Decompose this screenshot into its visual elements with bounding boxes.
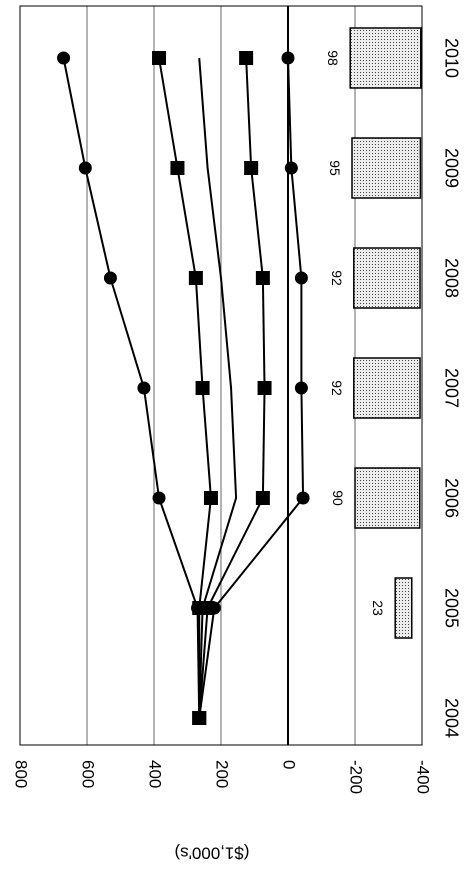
bar (351, 137, 422, 199)
y-tick-label: -200 (347, 760, 366, 794)
y-tick-label: -400 (414, 760, 433, 794)
circle-marker (78, 161, 92, 175)
category-label: 2008 (441, 258, 461, 298)
square-marker (244, 161, 259, 175)
bar-data-labels: 23 90 92 92 95 98 (325, 50, 386, 616)
y-axis-label: ($1,000's) (174, 844, 249, 863)
category-label: 2009 (441, 148, 461, 188)
square-marker (152, 51, 167, 65)
category-label: 2004 (441, 698, 461, 738)
bar (353, 247, 421, 309)
y-tick-label: 600 (79, 760, 98, 788)
bars (349, 27, 422, 639)
y-tick-label: 200 (213, 760, 232, 788)
square-marker (203, 491, 218, 505)
circle-marker (296, 491, 310, 505)
bar (349, 27, 422, 89)
bar (354, 467, 421, 529)
square-marker (188, 271, 203, 285)
y-tick-label: 0 (280, 760, 299, 769)
bar-data-label: 92 (329, 270, 345, 286)
circle-marker (103, 271, 117, 285)
circle-marker (281, 51, 295, 65)
bar (353, 357, 421, 419)
square-marker (257, 381, 272, 395)
category-labels: 2004 2005 2006 2007 2008 2009 2010 (441, 38, 461, 738)
circle-marker (152, 491, 166, 505)
bar-data-label: 92 (329, 380, 345, 396)
bar-data-label: 90 (330, 490, 346, 506)
y-tick-label: 800 (12, 760, 31, 788)
circle-marker (284, 161, 298, 175)
y-tick-labels: -400 -200 0 200 400 600 800 (12, 760, 433, 794)
square-marker (255, 271, 270, 285)
category-label: 2007 (441, 368, 461, 408)
category-label: 2005 (441, 588, 461, 628)
bar (394, 577, 413, 639)
category-label: 2006 (441, 478, 461, 518)
bar-data-label: 95 (327, 160, 343, 176)
circle-marker (57, 51, 71, 65)
square-marker (170, 161, 185, 175)
category-label: 2010 (441, 38, 461, 78)
circle-marker (294, 381, 308, 395)
series-markers (57, 51, 310, 725)
square-marker (239, 51, 254, 65)
y-tick-label: 400 (146, 760, 165, 788)
square-marker (195, 381, 210, 395)
circle-marker (192, 711, 206, 725)
circle-marker (207, 601, 221, 615)
square-marker (255, 491, 270, 505)
circle-marker (294, 271, 308, 285)
bar-data-label: 23 (370, 600, 386, 616)
bar-data-label: 98 (325, 50, 341, 66)
circle-marker (137, 381, 151, 395)
